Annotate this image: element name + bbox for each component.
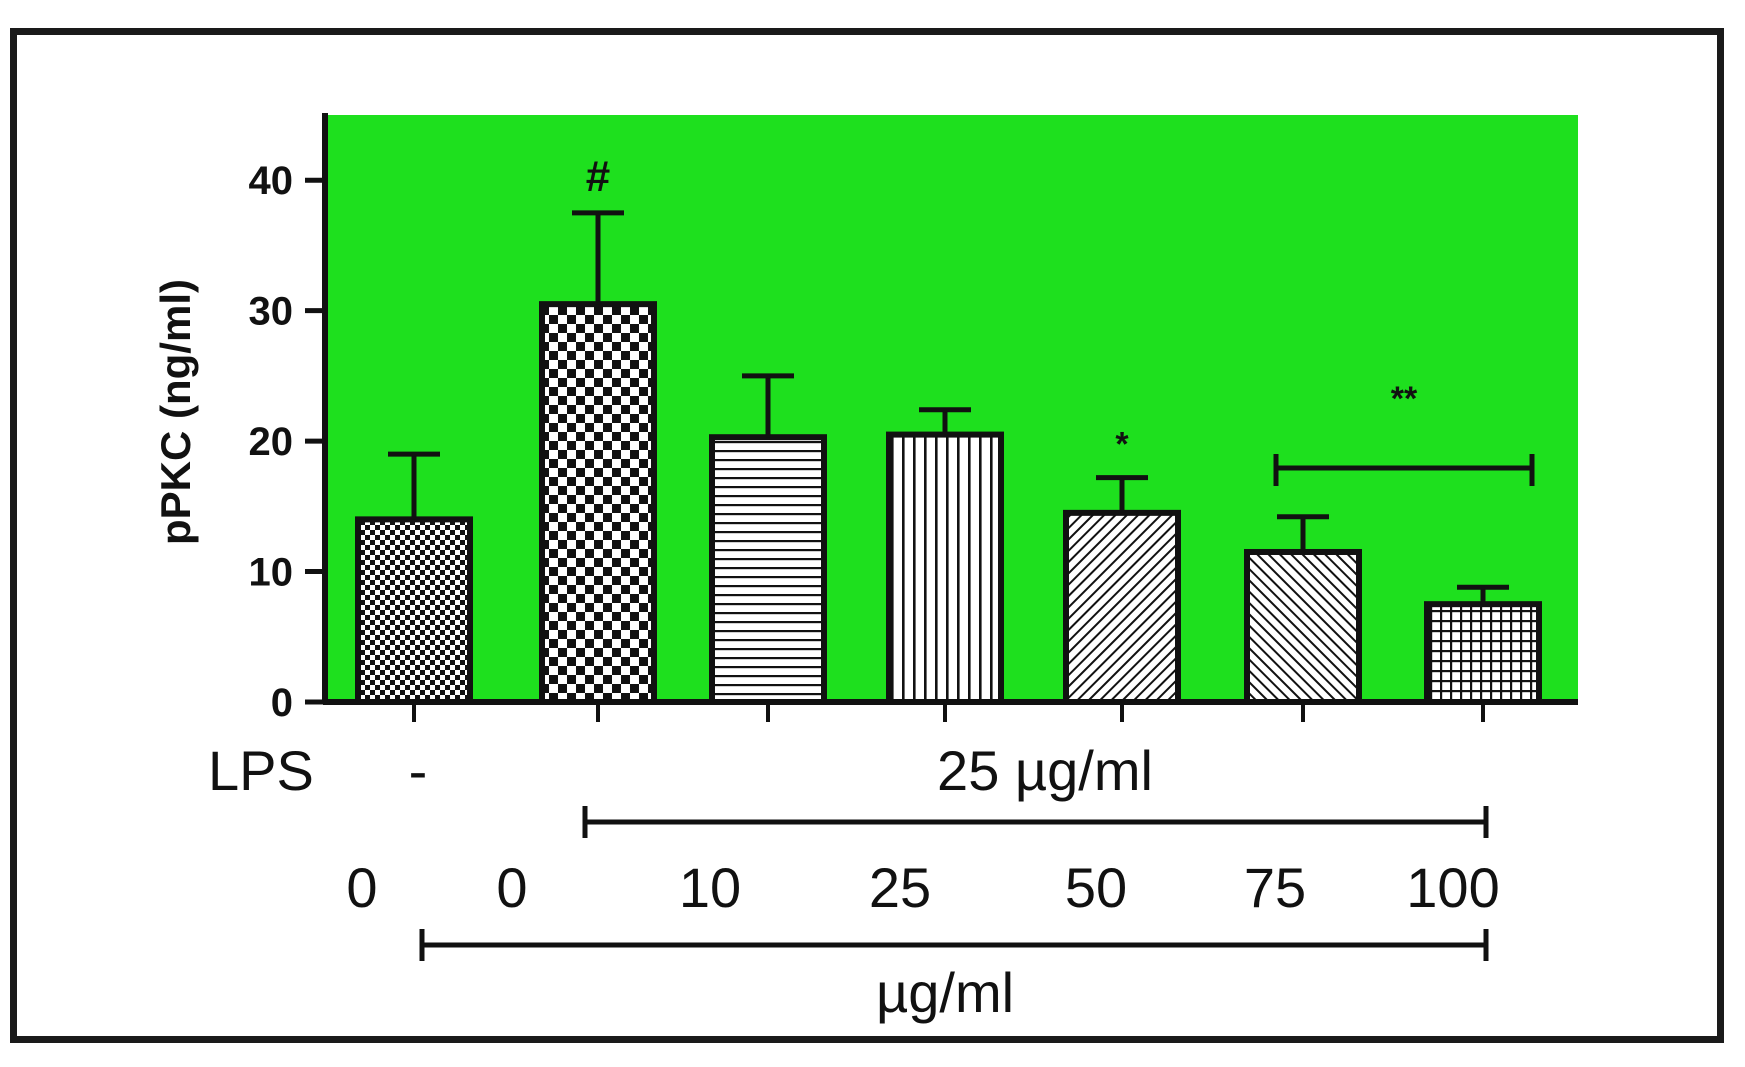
bar-3 [886, 431, 1004, 705]
y-axis-title: pPKC (ng/ml) [152, 279, 199, 545]
bar-0 [355, 516, 473, 706]
bar-1 [539, 301, 657, 705]
dose-label-5: 75 [1244, 856, 1306, 919]
y-tick-label-1: 10 [249, 551, 294, 595]
lps-value-1: 25 µg/ml [937, 739, 1153, 802]
bar-5 [1244, 548, 1362, 705]
significance-mark-4: * [1115, 426, 1129, 464]
lps-value-0: - [409, 739, 428, 802]
y-tick-label-2: 20 [249, 420, 294, 464]
dose-label-3: 25 [869, 856, 931, 919]
y-tick-label-4: 40 [249, 159, 294, 203]
dose-label-2: 10 [679, 856, 741, 919]
bar-6 [1424, 601, 1542, 706]
dose-label-0: 0 [346, 856, 377, 919]
bar-4 [1063, 509, 1181, 705]
significance-mark-1: # [586, 152, 610, 201]
y-tick-label-3: 30 [249, 290, 294, 334]
lps-label: LPS [208, 739, 314, 802]
significance-mark-bracket: ** [1391, 380, 1418, 418]
bar-2 [709, 434, 827, 705]
dose-label-4: 50 [1065, 856, 1127, 919]
dose-label-1: 0 [496, 856, 527, 919]
dose-label-6: 100 [1406, 856, 1499, 919]
dose-unit-label: µg/ml [876, 961, 1014, 1024]
y-tick-label-0: 0 [271, 681, 293, 725]
